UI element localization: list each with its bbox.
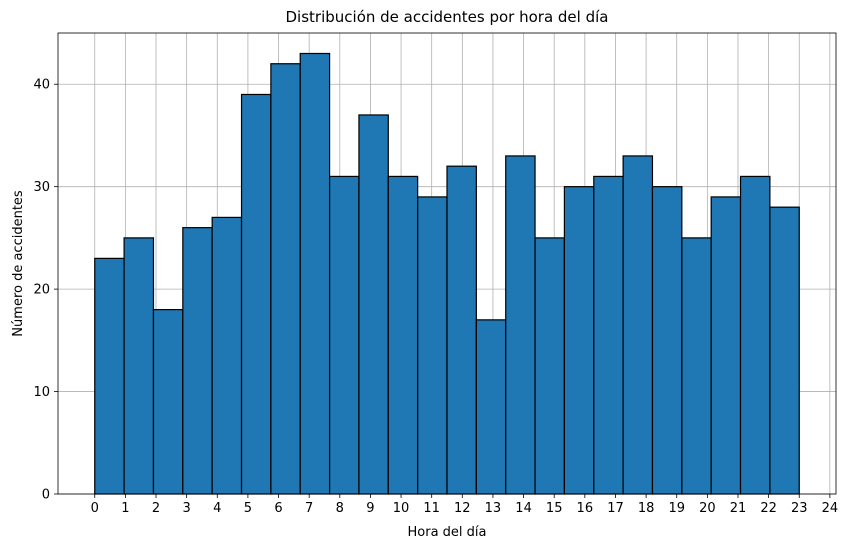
bar: [299, 52, 331, 495]
bar: [622, 155, 654, 495]
x-tick-label: 21: [730, 501, 747, 516]
x-tick-label: 0: [91, 501, 99, 516]
x-tick-label: 20: [699, 501, 716, 516]
chart-title: Distribución de accidentes por hora del …: [286, 8, 609, 26]
x-tick-label: 12: [454, 501, 471, 516]
bar: [769, 206, 800, 495]
x-tick-label: 11: [423, 501, 440, 516]
bar: [123, 237, 155, 495]
x-tick-label: 15: [546, 501, 563, 516]
x-tick-label: 19: [668, 501, 685, 516]
x-tick-label: 4: [213, 501, 221, 516]
bar: [152, 309, 184, 495]
bar: [240, 93, 272, 495]
bar: [475, 319, 507, 495]
x-tick-label: 16: [577, 501, 594, 516]
plot-frame: [57, 32, 837, 495]
x-tick-label: 10: [393, 501, 410, 516]
x-tick-label: 9: [366, 501, 374, 516]
y-axis-ticks: 0 10 20 30 40: [33, 78, 58, 503]
x-tick-label: 14: [515, 501, 532, 516]
bar: [446, 165, 477, 495]
x-tick-label: 7: [305, 501, 313, 516]
bar: [182, 227, 213, 495]
y-tick-label: 10: [33, 385, 50, 400]
bar: [534, 237, 566, 495]
x-tick-label: 6: [274, 501, 282, 516]
bar: [211, 216, 243, 495]
y-tick-label: 40: [33, 78, 50, 93]
y-tick-label: 0: [42, 488, 50, 503]
y-tick-label: 20: [33, 283, 50, 298]
bar: [358, 114, 389, 495]
bar: [651, 186, 683, 495]
x-tick-label: 23: [791, 501, 808, 516]
x-tick-label: 22: [760, 501, 777, 516]
bars: [94, 52, 800, 495]
bar: [563, 186, 595, 495]
y-tick-label: 30: [33, 180, 50, 195]
bar: [681, 237, 712, 495]
bar: [270, 63, 301, 495]
bar: [710, 196, 742, 495]
bar: [328, 175, 360, 495]
x-tick-label: 24: [822, 501, 839, 516]
y-axis-title: Número de accidentes: [11, 190, 26, 337]
x-tick-label: 3: [183, 501, 191, 516]
bar: [387, 175, 419, 495]
bar: [739, 175, 771, 495]
bar: [505, 155, 536, 495]
x-tick-label: 13: [485, 501, 502, 516]
x-tick-label: 5: [244, 501, 252, 516]
x-tick-label: 18: [638, 501, 655, 516]
x-axis-ticks: 0 1 2 3 4 5 6 7 8 9 10 11 12 13 14 15 16 17 18 19 20 21 22 23 24: [91, 494, 839, 516]
x-tick-label: 2: [152, 501, 160, 516]
bar: [593, 175, 624, 495]
x-axis-title: Hora del día: [408, 525, 487, 540]
x-tick-label: 1: [121, 501, 129, 516]
x-tick-label: 8: [336, 501, 344, 516]
x-tick-label: 17: [607, 501, 624, 516]
bar: [94, 257, 125, 495]
bar: [417, 196, 448, 495]
